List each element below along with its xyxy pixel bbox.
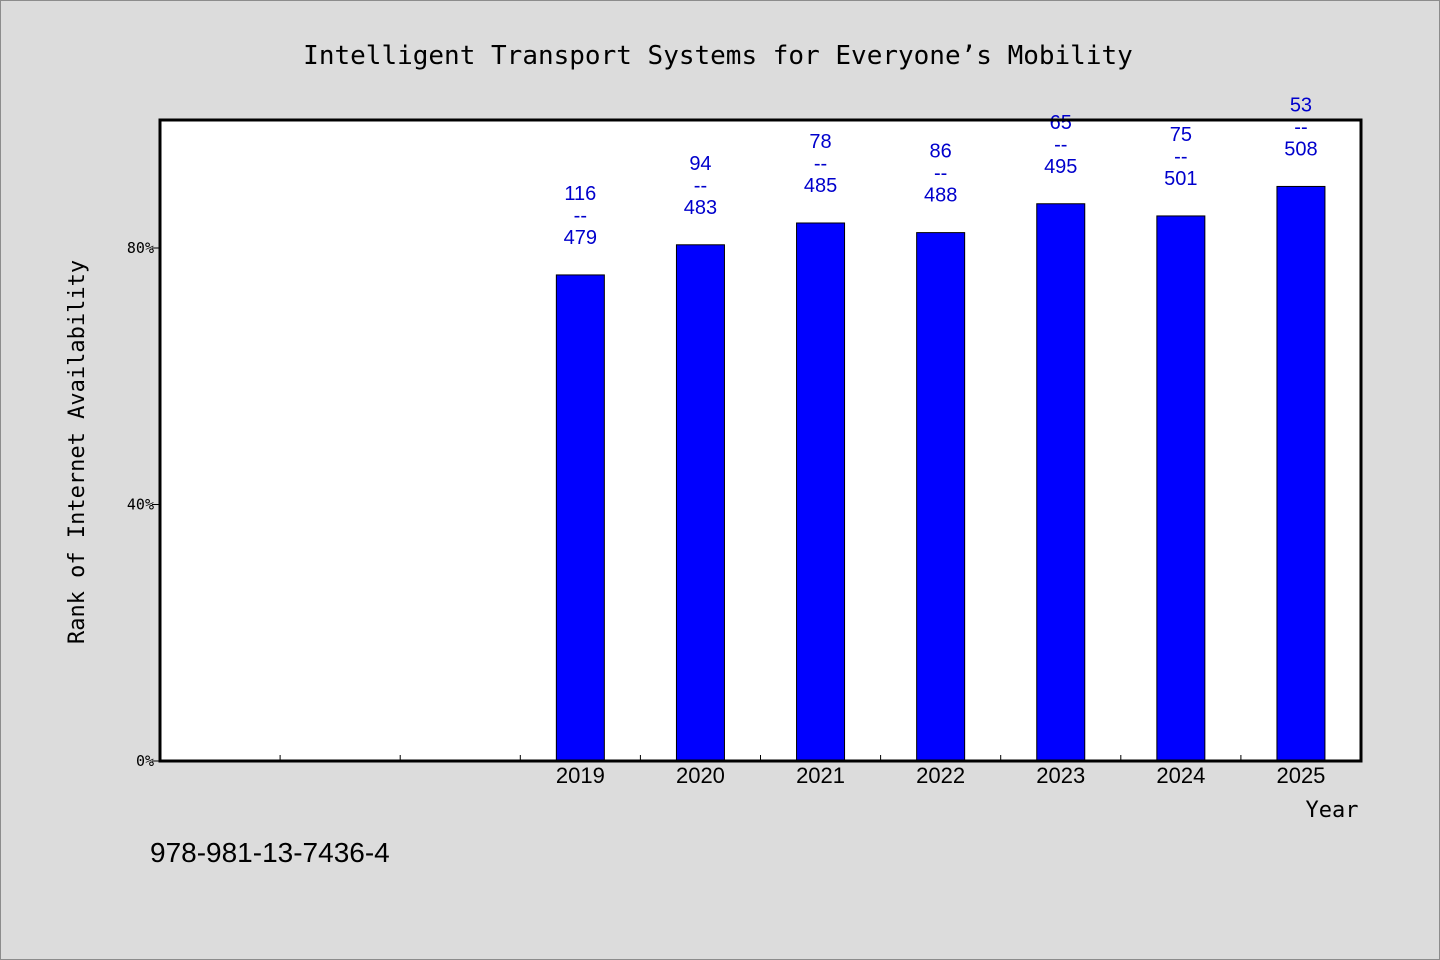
data-label-top-2020: 94 <box>689 153 711 175</box>
bar-2021 <box>796 222 846 762</box>
data-label-top-2021: 78 <box>809 131 831 153</box>
data-label-bottom-2021: 485 <box>804 175 837 197</box>
x-tick-label-2022: 2022 <box>916 763 965 788</box>
x-tick-label-2019: 2019 <box>556 763 605 788</box>
x-tick-label-2024: 2024 <box>1156 763 1205 788</box>
bar-2024 <box>1156 215 1206 762</box>
data-label-separator-2019: -- <box>574 205 587 227</box>
bars-group <box>555 185 1326 762</box>
data-label-top-2023: 65 <box>1050 112 1072 134</box>
data-label-top-2019: 116 <box>564 183 596 205</box>
x-tick-label-2025: 2025 <box>1276 763 1325 788</box>
chart-title: Intelligent Transport Systems for Everyo… <box>303 41 1133 71</box>
data-labels-group: 116--47994--48378--48586--48865--49575--… <box>564 94 1318 248</box>
data-label-top-2025: 53 <box>1290 94 1312 116</box>
bar-2023 <box>1036 203 1086 762</box>
data-label-top-2024: 75 <box>1170 124 1192 146</box>
data-label-separator-2020: -- <box>694 175 707 197</box>
y-axis-ticks: 0% 40% 80% <box>127 239 160 770</box>
y-tick-label: 80% <box>127 239 154 257</box>
isbn-footnote: 978-981-13-7436-4 <box>150 837 390 868</box>
data-label-bottom-2020: 483 <box>684 197 717 219</box>
x-axis-label: Year <box>1306 798 1359 823</box>
bar-2020 <box>675 244 725 762</box>
data-label-separator-2024: -- <box>1174 146 1187 168</box>
data-label-separator-2023: -- <box>1054 134 1067 156</box>
x-tick-label-2020: 2020 <box>676 763 725 788</box>
data-label-separator-2021: -- <box>814 153 827 175</box>
x-axis-ticks: 2019 2020 2021 2022 2023 2024 2025 <box>279 755 1325 788</box>
data-label-bottom-2025: 508 <box>1284 138 1317 160</box>
data-label-separator-2022: -- <box>934 163 947 185</box>
bar-2019 <box>555 274 605 762</box>
bar-2025 <box>1276 185 1326 762</box>
x-tick-label-2021: 2021 <box>796 763 845 788</box>
x-tick-label-2023: 2023 <box>1036 763 1085 788</box>
data-label-bottom-2019: 479 <box>564 227 597 249</box>
data-label-top-2022: 86 <box>930 141 952 163</box>
data-label-bottom-2023: 495 <box>1044 156 1077 178</box>
bar-2022 <box>916 232 966 762</box>
data-label-separator-2025: -- <box>1294 116 1307 138</box>
data-label-bottom-2022: 488 <box>924 185 957 207</box>
y-axis-label: Rank of Internet Availability <box>65 260 90 644</box>
data-label-bottom-2024: 501 <box>1164 168 1197 190</box>
y-tick-label: 0% <box>136 752 154 770</box>
y-tick-label: 40% <box>127 496 154 514</box>
